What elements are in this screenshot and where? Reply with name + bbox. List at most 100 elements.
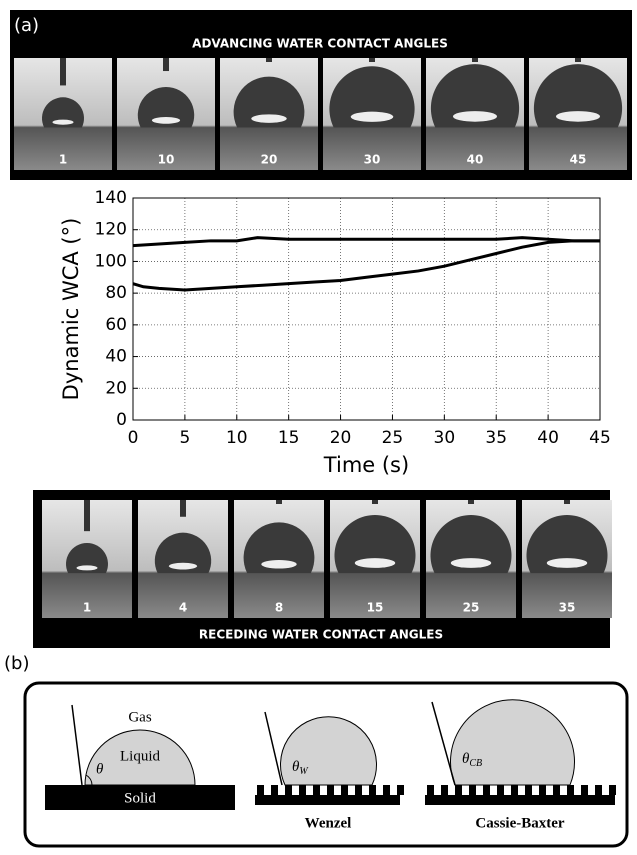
x-tick-label: 35 [485,428,507,448]
pillar [383,785,390,795]
needle [468,500,474,504]
pillar [271,785,278,795]
panel-label: (a) [14,15,39,36]
droplet [84,729,196,786]
solid [45,785,235,810]
tangent [264,711,283,786]
receding-frames: 1 4 8 15 25 35 [42,500,612,618]
frame-label: 35 [559,601,576,615]
diagram-frame [23,681,629,848]
gas-label: Gas [128,709,151,725]
needle [84,500,90,532]
y-tick-label: 60 [105,315,127,335]
pillar [313,785,320,795]
pillar [511,785,518,795]
pillar [397,785,404,795]
droplet [329,66,415,128]
highlight [450,558,492,568]
highlight [168,562,198,570]
highlight [251,114,287,123]
symbol: θ [462,751,470,767]
pillar [257,785,264,795]
wetting-diagram: Gas Liquid Solid θ θW Wenzel θCB Cassie-… [23,681,629,848]
x-tick-label: 40 [537,428,559,448]
needle [180,500,186,517]
droplet [334,515,416,574]
pillar [483,785,490,795]
theta-cb: θCB [462,751,482,769]
pillar [455,785,462,795]
y-tick-label: 0 [116,410,127,430]
solid-label: Solid [124,790,156,806]
needle [575,58,581,62]
pillar [427,785,434,795]
y-tick-label: 20 [105,378,127,398]
frame-label: 8 [275,601,283,615]
highlight [452,111,498,122]
frame-label: 4 [179,601,187,615]
highlight [151,117,181,124]
pillar [441,785,448,795]
needle [163,58,169,72]
droplet [526,515,608,574]
angle-arc [85,774,93,786]
y-tick-label: 100 [95,251,127,271]
pillar [497,785,504,795]
pillar [581,785,588,795]
pillars [427,785,616,795]
plot-area [133,198,600,420]
pillar [341,785,348,795]
pillar [609,785,616,795]
frame-label: 45 [570,153,587,167]
advancing-band [10,10,632,180]
droplet [42,97,84,128]
highlight [76,565,98,571]
advancing-title: ADVANCING WATER CONTACT ANGLES [192,37,448,51]
highlight [555,111,601,122]
needle [564,500,570,504]
needle [276,500,282,504]
highlight [52,119,74,125]
theta-w: θW [292,759,309,777]
frame-label: 1 [83,601,91,615]
y-axis-label: Dynamic WCA (°) [59,218,83,401]
droplet [137,86,195,128]
droplet [66,543,108,574]
x-tick-label: 30 [434,428,456,448]
pillar [299,785,306,795]
needle [60,58,66,86]
pillars [257,785,404,795]
symbol: θ [292,759,300,775]
y-tick-label: 140 [95,188,127,208]
pillar [285,785,292,795]
needle [372,500,378,504]
panel-label: (b) [4,653,29,674]
y-tick-label: 120 [95,220,127,240]
x-tick-label: 5 [179,428,190,448]
droplet [243,522,315,574]
highlight [354,558,396,568]
droplet [233,76,305,128]
tangent [431,701,456,786]
frame-label: 40 [467,153,484,167]
pillar [567,785,574,795]
x-tick-label: 0 [128,428,139,448]
pillar [553,785,560,795]
droplet [533,64,623,128]
receding-title: RECEDING WATER CONTACT ANGLES [199,628,443,642]
rough-solid [255,795,400,805]
y-tick-label: 80 [105,283,127,303]
data-line [132,239,600,292]
data-line [132,236,600,248]
frame-label: 30 [364,153,381,167]
x-axis-label: Time (s) [323,453,409,477]
x-tick-label: 20 [330,428,352,448]
pillar [355,785,362,795]
pillar [525,785,532,795]
frame-label: 10 [158,153,175,167]
theta: θ [96,761,104,777]
rough-solid [425,795,615,805]
highlight [350,111,394,122]
pillar [595,785,602,795]
